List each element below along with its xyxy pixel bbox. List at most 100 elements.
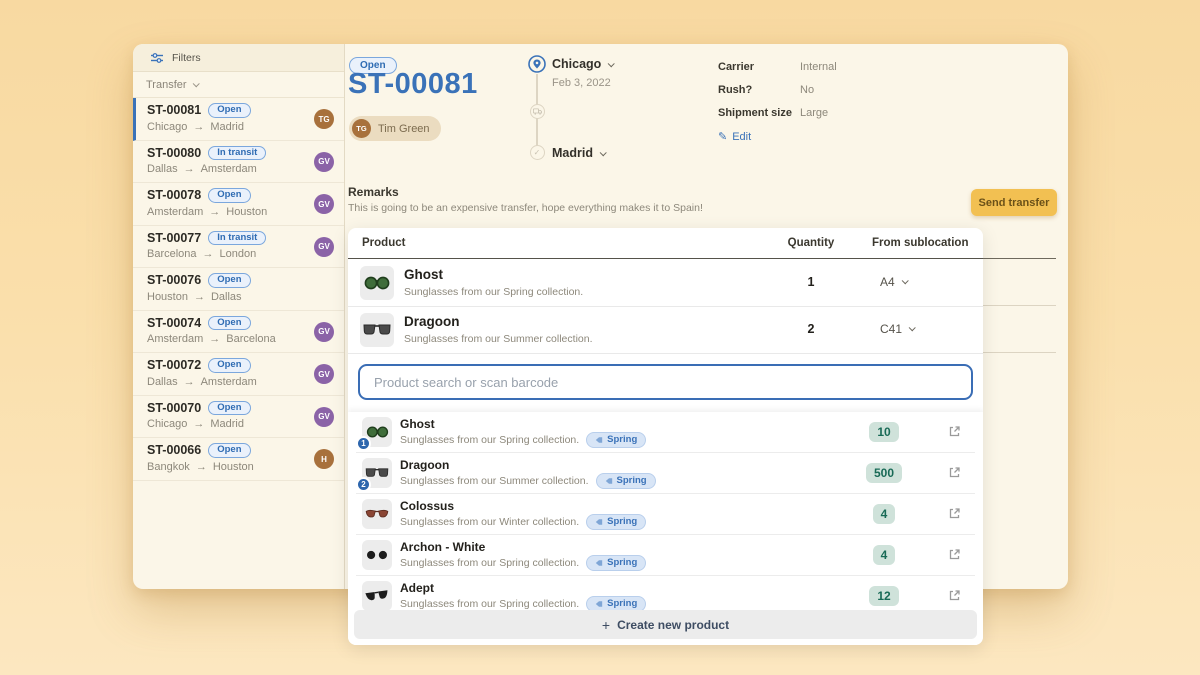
status-badge: Open bbox=[208, 443, 251, 458]
route-from: Bangkok bbox=[147, 460, 190, 473]
external-link-icon[interactable] bbox=[948, 589, 961, 602]
create-new-product-button[interactable]: + Create new product bbox=[354, 610, 977, 639]
transfer-id: ST-00076 bbox=[147, 273, 202, 288]
route-from: Chicago bbox=[147, 120, 188, 133]
chevron-down-icon bbox=[908, 324, 916, 332]
product-name: Dragoon bbox=[404, 313, 460, 329]
external-link-icon[interactable] bbox=[948, 466, 961, 479]
product-quantity: 2 bbox=[807, 321, 815, 336]
product-name: Dragoon bbox=[400, 458, 450, 472]
route-to: London bbox=[219, 248, 257, 261]
product-result-row[interactable]: Colossus Sunglasses from our Winter coll… bbox=[348, 494, 983, 535]
product-quantity: 1 bbox=[807, 274, 815, 289]
sublocation-value: C41 bbox=[880, 321, 903, 336]
selected-count-badge: 2 bbox=[356, 477, 371, 492]
create-new-product-label: Create new product bbox=[617, 617, 730, 632]
transfer-list-item[interactable]: ST-00066 Open Bangkok → Houston H bbox=[133, 438, 344, 481]
ghost-sunglasses-thumb: 1 bbox=[356, 417, 392, 451]
tag-pill: Spring bbox=[586, 555, 647, 571]
avatar: H bbox=[314, 449, 334, 469]
arrow-right-icon: → bbox=[183, 375, 195, 388]
transfer-list-item[interactable]: ST-00077 In transit Barcelona → London GV bbox=[133, 226, 344, 268]
route-to: Amsterdam bbox=[200, 375, 257, 388]
transfer-group-label: Transfer bbox=[146, 78, 187, 91]
sublocation-select[interactable]: C41 bbox=[880, 321, 916, 336]
product-name: Ghost bbox=[400, 417, 435, 431]
product-name: Archon - White bbox=[400, 540, 486, 554]
transfer-group-toggle[interactable]: Transfer bbox=[133, 72, 344, 98]
product-result-row[interactable]: 2 Dragoon Sunglasses from our Summer col… bbox=[348, 453, 983, 494]
pencil-icon: ✎ bbox=[718, 131, 728, 143]
stock-badge: 4 bbox=[856, 545, 912, 565]
product-description: Sunglasses from our Summer collection. bbox=[400, 474, 589, 487]
stock-badge: 500 bbox=[856, 463, 912, 483]
assignee-chip: TG Tim Green bbox=[349, 116, 441, 141]
send-transfer-button[interactable]: Send transfer bbox=[971, 189, 1057, 216]
sublocation-select[interactable]: A4 bbox=[880, 275, 909, 289]
avatar: GV bbox=[314, 406, 334, 427]
route-from: Amsterdam bbox=[147, 205, 204, 218]
chevron-down-icon bbox=[607, 59, 616, 67]
transfer-list-item[interactable]: ST-00080 In transit Dallas → Amsterdam GV bbox=[133, 141, 344, 183]
arrow-right-icon: → bbox=[209, 205, 221, 218]
stock-badge: 4 bbox=[856, 504, 912, 524]
status-badge: Open bbox=[208, 188, 251, 203]
origin-location-dropdown[interactable]: Chicago bbox=[552, 57, 616, 71]
tag-icon bbox=[605, 477, 612, 484]
route-to: Dallas bbox=[210, 290, 242, 303]
arrow-right-icon: → bbox=[193, 120, 205, 133]
filters-button[interactable]: Filters bbox=[133, 44, 344, 72]
product-name: Ghost bbox=[404, 266, 443, 282]
external-link-icon[interactable] bbox=[948, 425, 961, 438]
product-description: Sunglasses from our Summer collection. bbox=[404, 332, 593, 345]
edit-details-link[interactable]: ✎ Edit bbox=[718, 130, 751, 144]
arrow-right-icon: → bbox=[183, 163, 195, 176]
product-search-input[interactable] bbox=[358, 364, 973, 400]
origin-date: Feb 3, 2022 bbox=[552, 77, 611, 89]
tag-icon bbox=[595, 600, 603, 607]
product-result-row[interactable]: Archon - White Sunglasses from our Sprin… bbox=[348, 535, 983, 576]
route-to: Houston bbox=[226, 205, 268, 218]
column-header-sublocation: From sublocation bbox=[872, 237, 969, 249]
destination-location-dropdown[interactable]: Madrid bbox=[552, 146, 607, 160]
transfer-list-item[interactable]: ST-00081 Open Chicago → Madrid TG bbox=[133, 98, 344, 141]
stock-badge: 12 bbox=[856, 586, 912, 606]
transfer-list-item[interactable]: ST-00078 Open Amsterdam → Houston GV bbox=[133, 183, 344, 226]
transfer-id: ST-00074 bbox=[147, 315, 202, 330]
column-header-product: Product bbox=[362, 237, 406, 249]
transfer-list-item[interactable]: ST-00072 Open Dallas → Amsterdam GV bbox=[133, 353, 344, 396]
tag-icon bbox=[595, 518, 603, 525]
status-badge: In transit bbox=[208, 230, 267, 246]
product-result-row[interactable]: Adept Sunglasses from our Spring collect… bbox=[348, 576, 983, 617]
arrow-right-icon: → bbox=[193, 418, 205, 431]
product-description: Sunglasses from our Winter collection. bbox=[400, 515, 580, 528]
transfer-id: ST-00081 bbox=[147, 103, 202, 118]
tag-icon bbox=[595, 436, 603, 443]
external-link-icon[interactable] bbox=[948, 507, 961, 520]
adept-sunglasses-thumb bbox=[362, 581, 392, 611]
product-name: Adept bbox=[400, 581, 434, 595]
colossus-sunglasses-thumb bbox=[362, 499, 392, 529]
avatar: GV bbox=[314, 236, 334, 257]
external-link-icon[interactable] bbox=[948, 548, 961, 561]
transfer-id: ST-00070 bbox=[147, 400, 202, 415]
detail-value: Large bbox=[800, 107, 829, 119]
tag-pill: Spring bbox=[586, 432, 647, 448]
detail-label: Rush? bbox=[718, 84, 753, 96]
avatar: TG bbox=[314, 109, 334, 129]
avatar: GV bbox=[314, 321, 334, 342]
transfer-id: ST-00077 bbox=[147, 230, 202, 245]
transfer-id: ST-00066 bbox=[147, 443, 202, 458]
transfer-status-badge: Open bbox=[349, 57, 397, 74]
route-to: Madrid bbox=[210, 120, 244, 133]
assignee-name: Tim Green bbox=[378, 122, 430, 135]
status-badge: Open bbox=[208, 400, 251, 416]
transfer-list-item[interactable]: ST-00076 Open Houston → Dallas bbox=[133, 268, 344, 311]
arrow-right-icon: → bbox=[193, 290, 205, 303]
product-result-row[interactable]: 1 Ghost Sunglasses from our Spring colle… bbox=[348, 412, 983, 453]
transfer-list-item[interactable]: ST-00070 Open Chicago → Madrid GV bbox=[133, 396, 344, 438]
transfer-list-item[interactable]: ST-00074 Open Amsterdam → Barcelona GV bbox=[133, 311, 344, 353]
product-description: Sunglasses from our Spring collection. bbox=[400, 597, 580, 610]
in-transit-step-icon bbox=[529, 104, 545, 119]
